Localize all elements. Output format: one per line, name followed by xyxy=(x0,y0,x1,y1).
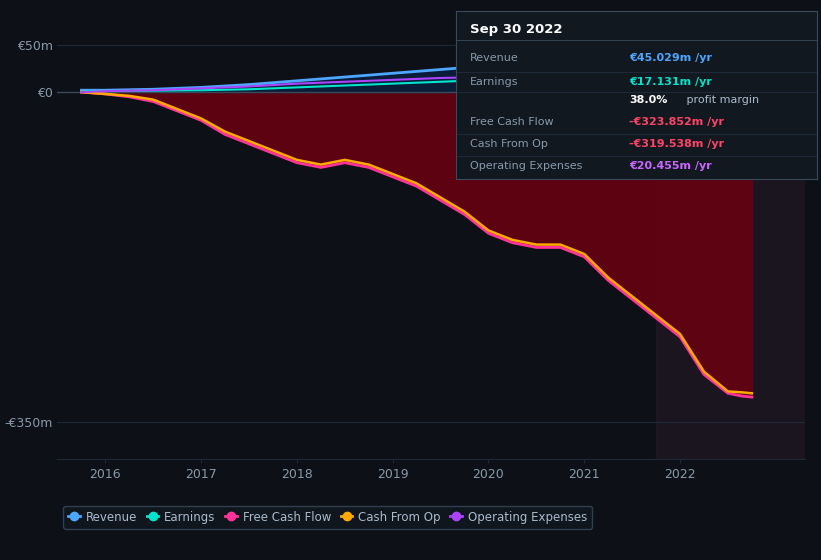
Text: Sep 30 2022: Sep 30 2022 xyxy=(470,23,562,36)
Text: -€323.852m /yr: -€323.852m /yr xyxy=(629,117,724,127)
Text: Operating Expenses: Operating Expenses xyxy=(470,161,582,171)
Text: €45.029m /yr: €45.029m /yr xyxy=(629,53,712,63)
Text: Cash From Op: Cash From Op xyxy=(470,139,548,149)
Text: Free Cash Flow: Free Cash Flow xyxy=(470,117,553,127)
Text: Revenue: Revenue xyxy=(470,53,519,63)
Text: profit margin: profit margin xyxy=(683,95,759,105)
Legend: Revenue, Earnings, Free Cash Flow, Cash From Op, Operating Expenses: Revenue, Earnings, Free Cash Flow, Cash … xyxy=(63,506,592,529)
Bar xyxy=(656,17,805,459)
Text: €20.455m /yr: €20.455m /yr xyxy=(629,161,712,171)
Text: -€319.538m /yr: -€319.538m /yr xyxy=(629,139,724,149)
Text: 38.0%: 38.0% xyxy=(629,95,667,105)
Text: Earnings: Earnings xyxy=(470,77,519,87)
Text: €17.131m /yr: €17.131m /yr xyxy=(629,77,712,87)
